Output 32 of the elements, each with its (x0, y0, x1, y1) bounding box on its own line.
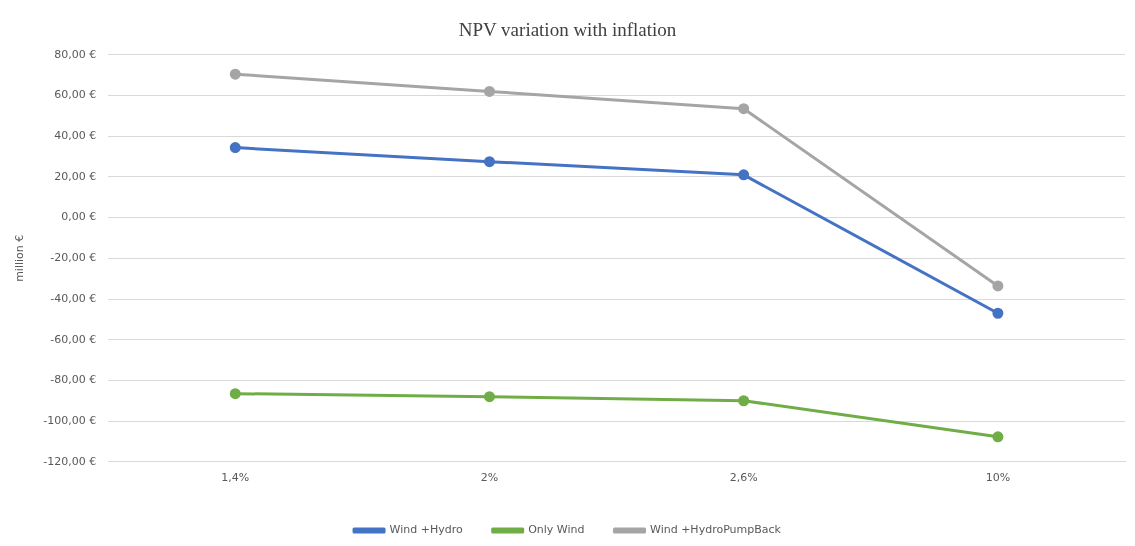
point (738, 169, 750, 181)
y-tick-label: -60,00 € (50, 332, 97, 346)
y-tick-label: 20,00 € (54, 169, 97, 183)
y-tick-label: -40,00 € (50, 291, 97, 305)
point (483, 391, 495, 403)
legend-label: Wind +HydroPumpBack (650, 523, 782, 537)
point (738, 103, 750, 115)
point (229, 68, 241, 80)
x-tick-label: 2,6% (729, 471, 758, 485)
y-tick-label: 80,00 € (54, 47, 97, 61)
chart-title: NPV variation with inflation (458, 19, 677, 41)
point (992, 307, 1004, 319)
point (738, 395, 750, 407)
point (229, 388, 241, 400)
point (229, 142, 241, 154)
legend-label: Only Wind (528, 523, 585, 537)
x-tick-label: 10% (985, 471, 1011, 485)
y-tick-label: -80,00 € (50, 373, 97, 387)
y-tick-label: 60,00 € (54, 88, 97, 102)
point (483, 156, 495, 168)
x-tick-label: 2% (480, 471, 499, 485)
y-axis-title: million € (13, 234, 27, 282)
y-tick-label: 40,00 € (54, 129, 97, 143)
y-tick-label: -20,00 € (50, 251, 97, 265)
y-tick-label: 0,00 € (61, 210, 97, 224)
y-tick-label: -120,00 € (43, 454, 97, 468)
legend-label: Wind +Hydro (389, 523, 463, 537)
y-tick-label: -100,00 € (43, 413, 97, 427)
x-tick-label: 1,4% (221, 471, 250, 485)
point (992, 280, 1004, 292)
point (483, 85, 495, 97)
point (992, 431, 1004, 443)
